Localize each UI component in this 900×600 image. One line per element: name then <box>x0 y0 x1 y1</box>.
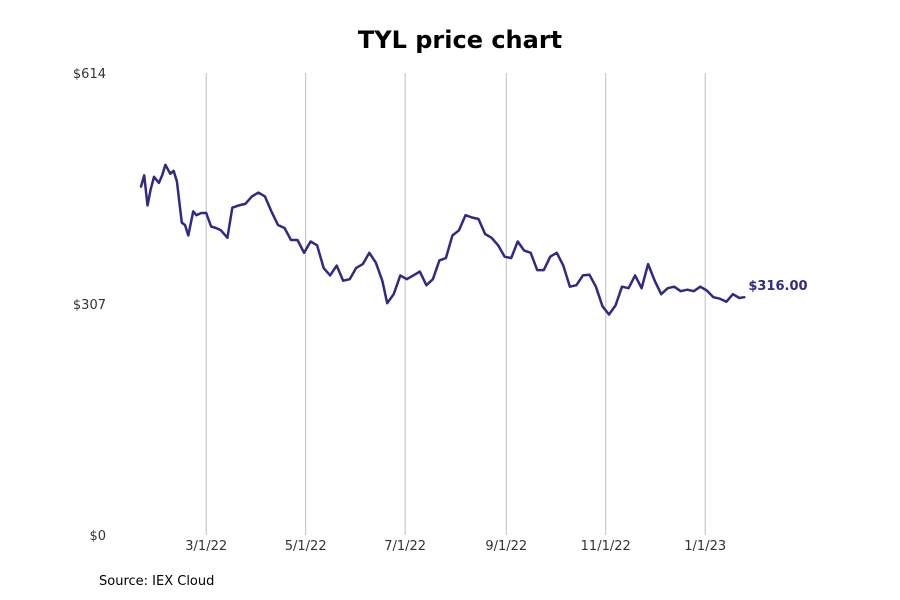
source-note: Source: IEX Cloud <box>99 574 215 589</box>
annotation-layer: $316.00 <box>748 279 807 294</box>
grid-layer <box>205 73 706 535</box>
price-line <box>139 163 746 316</box>
y-tick-label: $0 <box>89 529 106 544</box>
y-tick-label: $307 <box>73 298 106 313</box>
x-axis-tick-labels: 3/1/22 5/1/22 7/1/22 9/1/22 11/1/22 1/1/23 <box>185 539 726 554</box>
series-layer <box>139 163 746 316</box>
y-tick-label: $614 <box>73 67 106 82</box>
x-tick-label: 9/1/22 <box>485 539 527 554</box>
y-axis-tick-labels: $0 $307 $614 <box>73 67 106 544</box>
x-tick-label: 3/1/22 <box>185 539 227 554</box>
x-tick-label: 11/1/22 <box>581 539 631 554</box>
x-tick-label: 5/1/22 <box>285 539 327 554</box>
x-tick-label: 7/1/22 <box>384 539 426 554</box>
chart-title: TYL price chart <box>357 26 563 54</box>
x-tick-label: 1/1/23 <box>684 539 726 554</box>
last-price-label: $316.00 <box>748 279 807 294</box>
